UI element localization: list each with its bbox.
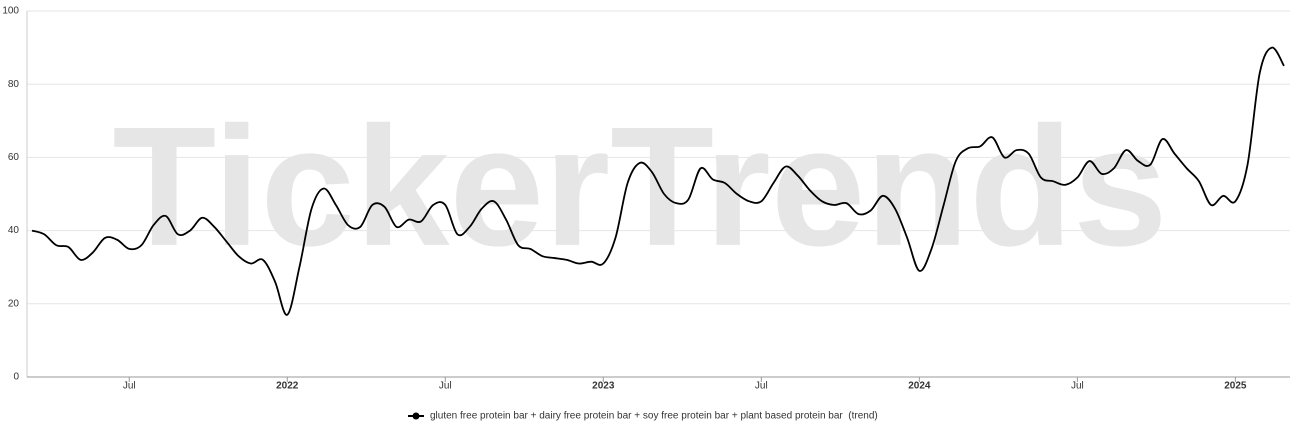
x-tick-label: Jul <box>439 381 452 392</box>
trend-line <box>31 46 1285 316</box>
x-tick-label: Jul <box>1071 381 1084 392</box>
x-tick-label: Jul <box>755 381 768 392</box>
legend-marker <box>412 412 420 420</box>
watermark: TickerTrends <box>112 92 1167 282</box>
legend-label: gluten free protein bar + dairy free pro… <box>430 411 878 422</box>
y-tick-label: 40 <box>8 225 20 236</box>
x-tick-label: 2022 <box>276 381 299 392</box>
y-tick-label: 60 <box>8 152 20 163</box>
y-tick-label: 0 <box>13 372 19 383</box>
x-tick-label: 2024 <box>908 381 931 392</box>
y-tick-label: 80 <box>8 79 20 90</box>
x-tick-label: 2023 <box>592 381 615 392</box>
y-tick-label: 100 <box>2 6 19 17</box>
y-tick-label: 20 <box>8 298 20 309</box>
x-tick-label: 2025 <box>1224 381 1247 392</box>
x-tick-label: Jul <box>123 381 136 392</box>
